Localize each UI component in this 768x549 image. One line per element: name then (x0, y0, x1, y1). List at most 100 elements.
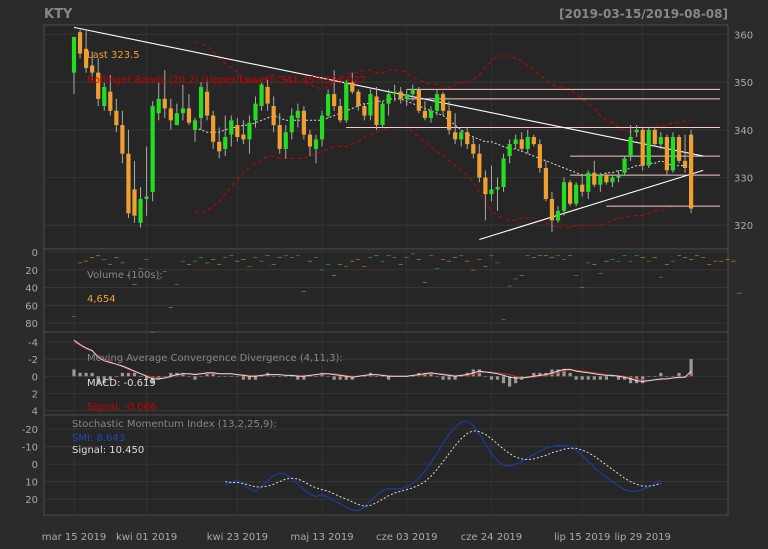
volume-bar (725, 259, 730, 260)
candle-body (380, 103, 385, 126)
candle-body (392, 91, 397, 95)
volume-bar (259, 260, 264, 262)
candle-body (628, 137, 633, 157)
candle-body (289, 115, 294, 133)
candle-body (120, 125, 125, 154)
x-tick-label: kwi 23 2019 (207, 532, 268, 543)
volume-bar (592, 264, 597, 265)
smi-lines (225, 420, 662, 512)
candle-body (277, 125, 282, 149)
volume-bar (495, 262, 500, 264)
volume-bar (561, 259, 567, 260)
macd-histogram-bar (447, 376, 451, 380)
volume-bar (326, 264, 331, 265)
volume-bar (362, 266, 367, 267)
volume-bar (719, 260, 724, 262)
candle-body (483, 177, 488, 195)
bollinger-sma-line (194, 98, 692, 176)
candle-body (168, 108, 173, 121)
candle-body (689, 134, 694, 209)
candle-body (652, 129, 657, 145)
volume-y-tick-label: 0 (32, 248, 38, 259)
macd-histogram-bar (489, 376, 494, 380)
candle-body (138, 198, 143, 223)
macd-histogram-bar (114, 376, 118, 377)
volume-bar (483, 266, 488, 267)
macd-histogram-bar (647, 376, 651, 377)
volume-bar (380, 260, 385, 262)
volume-bar (404, 257, 409, 258)
candle-body (295, 110, 300, 118)
candle-body (453, 132, 458, 140)
macd-histogram-bar (205, 372, 209, 377)
candle-body (634, 129, 639, 133)
macd-histogram-bar (574, 376, 578, 380)
smi-y-tick-label: 10 (25, 478, 38, 489)
chart-date-range: [2019-03-15/2019-08-08] (559, 7, 728, 21)
macd-histogram-bar (592, 376, 596, 380)
candle-body (307, 134, 313, 147)
volume-bar (277, 257, 282, 258)
candle-body (114, 110, 119, 126)
candle-body (356, 91, 361, 107)
volume-bar (90, 257, 95, 258)
volume-bar (398, 264, 403, 265)
candle-body (422, 110, 427, 118)
macd-histogram-bar (653, 376, 657, 377)
candle-body (198, 86, 204, 118)
macd-histogram-bar (362, 376, 366, 377)
volume-bar (84, 260, 89, 262)
x-tick-label: cze 24 2019 (461, 532, 522, 543)
volume-bar (307, 260, 313, 262)
volume-y-tick-label: 80 (25, 319, 38, 330)
x-tick-label: lip 15 2019 (554, 532, 610, 543)
macd-histogram-bar (677, 372, 681, 377)
macd-histogram-bar (259, 376, 264, 377)
macd-histogram-bar (350, 376, 354, 380)
candle-body (447, 110, 452, 130)
grid-lines (44, 25, 728, 515)
candle-body (132, 189, 137, 216)
macd-histogram-bar (616, 376, 621, 380)
volume-bar (174, 284, 179, 285)
candle-body (465, 132, 470, 145)
candle-body (241, 134, 246, 140)
candle-body (471, 144, 476, 154)
macd-histogram-bar (163, 376, 167, 377)
volume-bar (598, 273, 603, 274)
volume-bar (368, 257, 373, 258)
volume-bar (150, 332, 155, 333)
macd-histogram-bar (217, 376, 221, 377)
candlesticks (71, 29, 694, 233)
volume-bar (477, 259, 482, 260)
macd-histogram-bar (314, 376, 318, 377)
volume-bar (531, 257, 536, 258)
candle-body (404, 94, 409, 99)
volume-bar (223, 257, 228, 258)
volume-bar (301, 291, 306, 292)
volume-bar (241, 259, 246, 260)
candle-body (180, 108, 185, 114)
candle-body (259, 84, 264, 107)
macd-histogram-bar (483, 376, 487, 377)
candle-body (108, 91, 113, 111)
macd-histogram-bar (72, 369, 76, 377)
candle-body (598, 175, 603, 185)
candle-body (549, 198, 555, 221)
volume-bars (71, 253, 742, 333)
volume-bar (664, 264, 669, 265)
volume-bar (416, 259, 421, 260)
macd-lines (72, 339, 693, 387)
volume-bar (247, 266, 252, 267)
candle-body (670, 137, 676, 171)
macd-histogram-bar (84, 372, 88, 377)
candle-body (434, 94, 440, 111)
candle-body (664, 137, 669, 171)
macd-histogram-bar (290, 376, 294, 377)
candle-body (477, 153, 482, 178)
smi-value: SMI: 8.643 (72, 433, 125, 444)
candle-body (144, 196, 149, 199)
macd-histogram-bar (501, 376, 506, 384)
volume-bar (332, 275, 337, 276)
candle-body (162, 98, 167, 109)
